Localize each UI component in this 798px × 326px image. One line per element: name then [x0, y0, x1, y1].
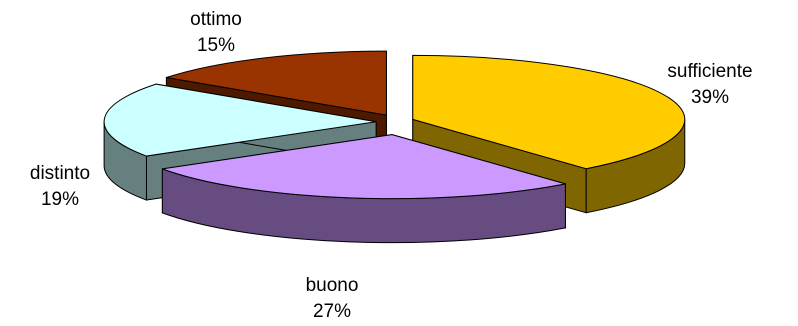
slice-value-distinto: 19%	[41, 189, 79, 210]
pie-slice-top	[166, 50, 387, 116]
slice-label-ottimo: ottimo	[190, 9, 242, 30]
slice-label-buono: buono	[306, 275, 359, 296]
slice-value-buono: 27%	[313, 301, 351, 322]
pie-slice-top	[412, 54, 686, 170]
slice-label-distinto: distinto	[30, 163, 90, 184]
pie-slice-top	[103, 83, 377, 157]
slice-label-sufficiente: sufficiente	[667, 61, 752, 82]
pie-slice-buono	[161, 133, 566, 244]
slice-value-sufficiente: 39%	[691, 87, 729, 108]
pie-slice-top	[162, 134, 566, 200]
slice-value-ottimo: 15%	[197, 35, 235, 56]
